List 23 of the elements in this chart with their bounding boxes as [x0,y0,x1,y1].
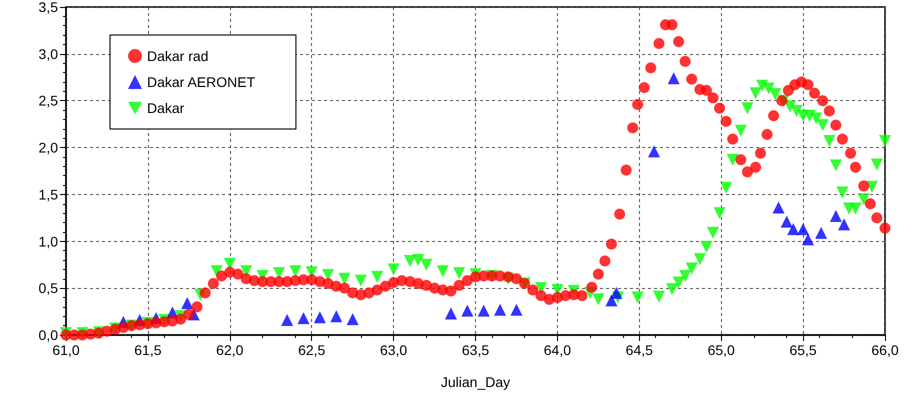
x-tick-label: 63,0 [380,342,408,358]
x-axis-title: Julian_Day [440,374,510,390]
legend-label: Dakar rad [147,48,208,64]
y-tick-label: 3,5 [38,0,58,15]
y-tick-label: 3,0 [38,46,58,62]
x-tick-label: 65,0 [708,342,736,358]
x-tick-label: 63,5 [462,342,490,358]
x-tick-label: 61,5 [134,342,162,358]
x-tick-label: 66,0 [871,342,899,358]
y-tick-label: 0,0 [38,327,58,343]
y-tick-label: 1,5 [38,186,58,202]
legend-label: Dakar AERONET [147,74,256,90]
x-tick-label: 64,0 [544,342,572,358]
y-tick-label: 2,5 [38,92,58,109]
x-tick-label: 62,0 [216,342,244,358]
x-tick-label: 65,5 [789,342,817,358]
x-tick-label: 61,0 [52,342,80,358]
legend-label: Dakar [147,100,185,116]
y-tick-label: 2,0 [38,140,58,156]
y-tick-label: 1,0 [38,233,58,250]
y-tick-label: 0,5 [38,280,58,296]
x-tick-label: 64,5 [626,342,654,358]
x-tick-label: 62,5 [298,342,326,358]
